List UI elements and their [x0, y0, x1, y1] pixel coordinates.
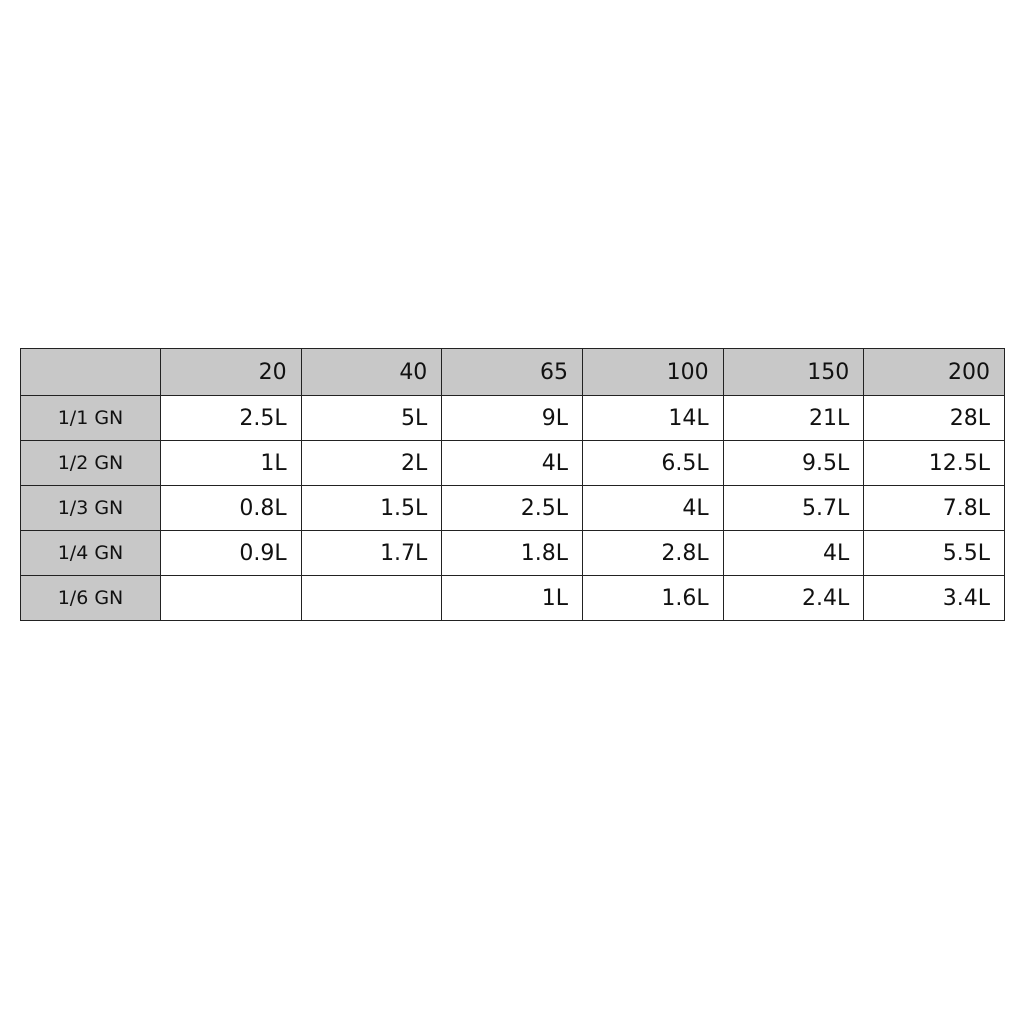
- table-cell: 4L: [441, 440, 583, 486]
- table-cell: 9.5L: [722, 440, 865, 486]
- table-cell: 9L: [441, 395, 583, 441]
- table-cell: 1L: [441, 575, 583, 621]
- corner-cell: [20, 348, 161, 396]
- column-header: 150: [722, 348, 865, 396]
- table-cell: 12.5L: [863, 440, 1005, 486]
- column-header: 20: [160, 348, 302, 396]
- table-cell: 5L: [300, 395, 443, 441]
- table-cell: 1.8L: [441, 530, 583, 576]
- column-header: 40: [300, 348, 443, 396]
- table-cell: 0.9L: [160, 530, 302, 576]
- table-cell: 1.5L: [300, 485, 443, 531]
- table-cell: 1.7L: [300, 530, 443, 576]
- table-cell: 5.7L: [722, 485, 865, 531]
- column-header: 65: [441, 348, 583, 396]
- table-cell: 2.8L: [581, 530, 724, 576]
- table-cell: 14L: [581, 395, 724, 441]
- table-row: 1/3 GN 0.8L 1.5L 2.5L 4L 5.7L 7.8L: [20, 485, 1005, 531]
- table-cell: 2L: [300, 440, 443, 486]
- empty-cell: [160, 575, 302, 621]
- table-row: 1/1 GN 2.5L 5L 9L 14L 21L 28L: [20, 395, 1005, 441]
- table-cell: 1.6L: [581, 575, 724, 621]
- table-cell: 2.4L: [722, 575, 865, 621]
- empty-cell: [300, 575, 443, 621]
- table-cell: 21L: [722, 395, 865, 441]
- row-label: 1/6 GN: [20, 575, 161, 621]
- table-cell: 2.5L: [160, 395, 302, 441]
- table-cell: 3.4L: [863, 575, 1005, 621]
- table-cell: 6.5L: [581, 440, 724, 486]
- table-cell: 0.8L: [160, 485, 302, 531]
- table-cell: 1L: [160, 440, 302, 486]
- table-cell: 4L: [581, 485, 724, 531]
- table-cell: 2.5L: [441, 485, 583, 531]
- table-cell: 4L: [722, 530, 865, 576]
- header-row: 20 40 65 100 150 200: [20, 348, 1005, 396]
- row-label: 1/3 GN: [20, 485, 161, 531]
- table-cell: 28L: [863, 395, 1005, 441]
- row-label: 1/2 GN: [20, 440, 161, 486]
- table-cell: 5.5L: [863, 530, 1005, 576]
- table-cell: 7.8L: [863, 485, 1005, 531]
- row-label: 1/4 GN: [20, 530, 161, 576]
- table-row: 1/6 GN 1L 1.6L 2.4L 3.4L: [20, 575, 1005, 621]
- capacity-table: 20 40 65 100 150 200 1/1 GN 2.5L 5L 9L 14L 21L 28L 1/…: [20, 348, 1005, 621]
- table-row: 1/2 GN 1L 2L 4L 6.5L 9.5L 12.5L: [20, 440, 1005, 486]
- table-body: 20 40 65 100 150 200 1/1 GN 2.5L 5L 9L 14L 21L 28L 1/…: [20, 348, 1005, 621]
- row-label: 1/1 GN: [20, 395, 161, 441]
- column-header: 200: [863, 348, 1005, 396]
- table-row: 1/4 GN 0.9L 1.7L 1.8L 2.8L 4L 5.5L: [20, 530, 1005, 576]
- column-header: 100: [581, 348, 724, 396]
